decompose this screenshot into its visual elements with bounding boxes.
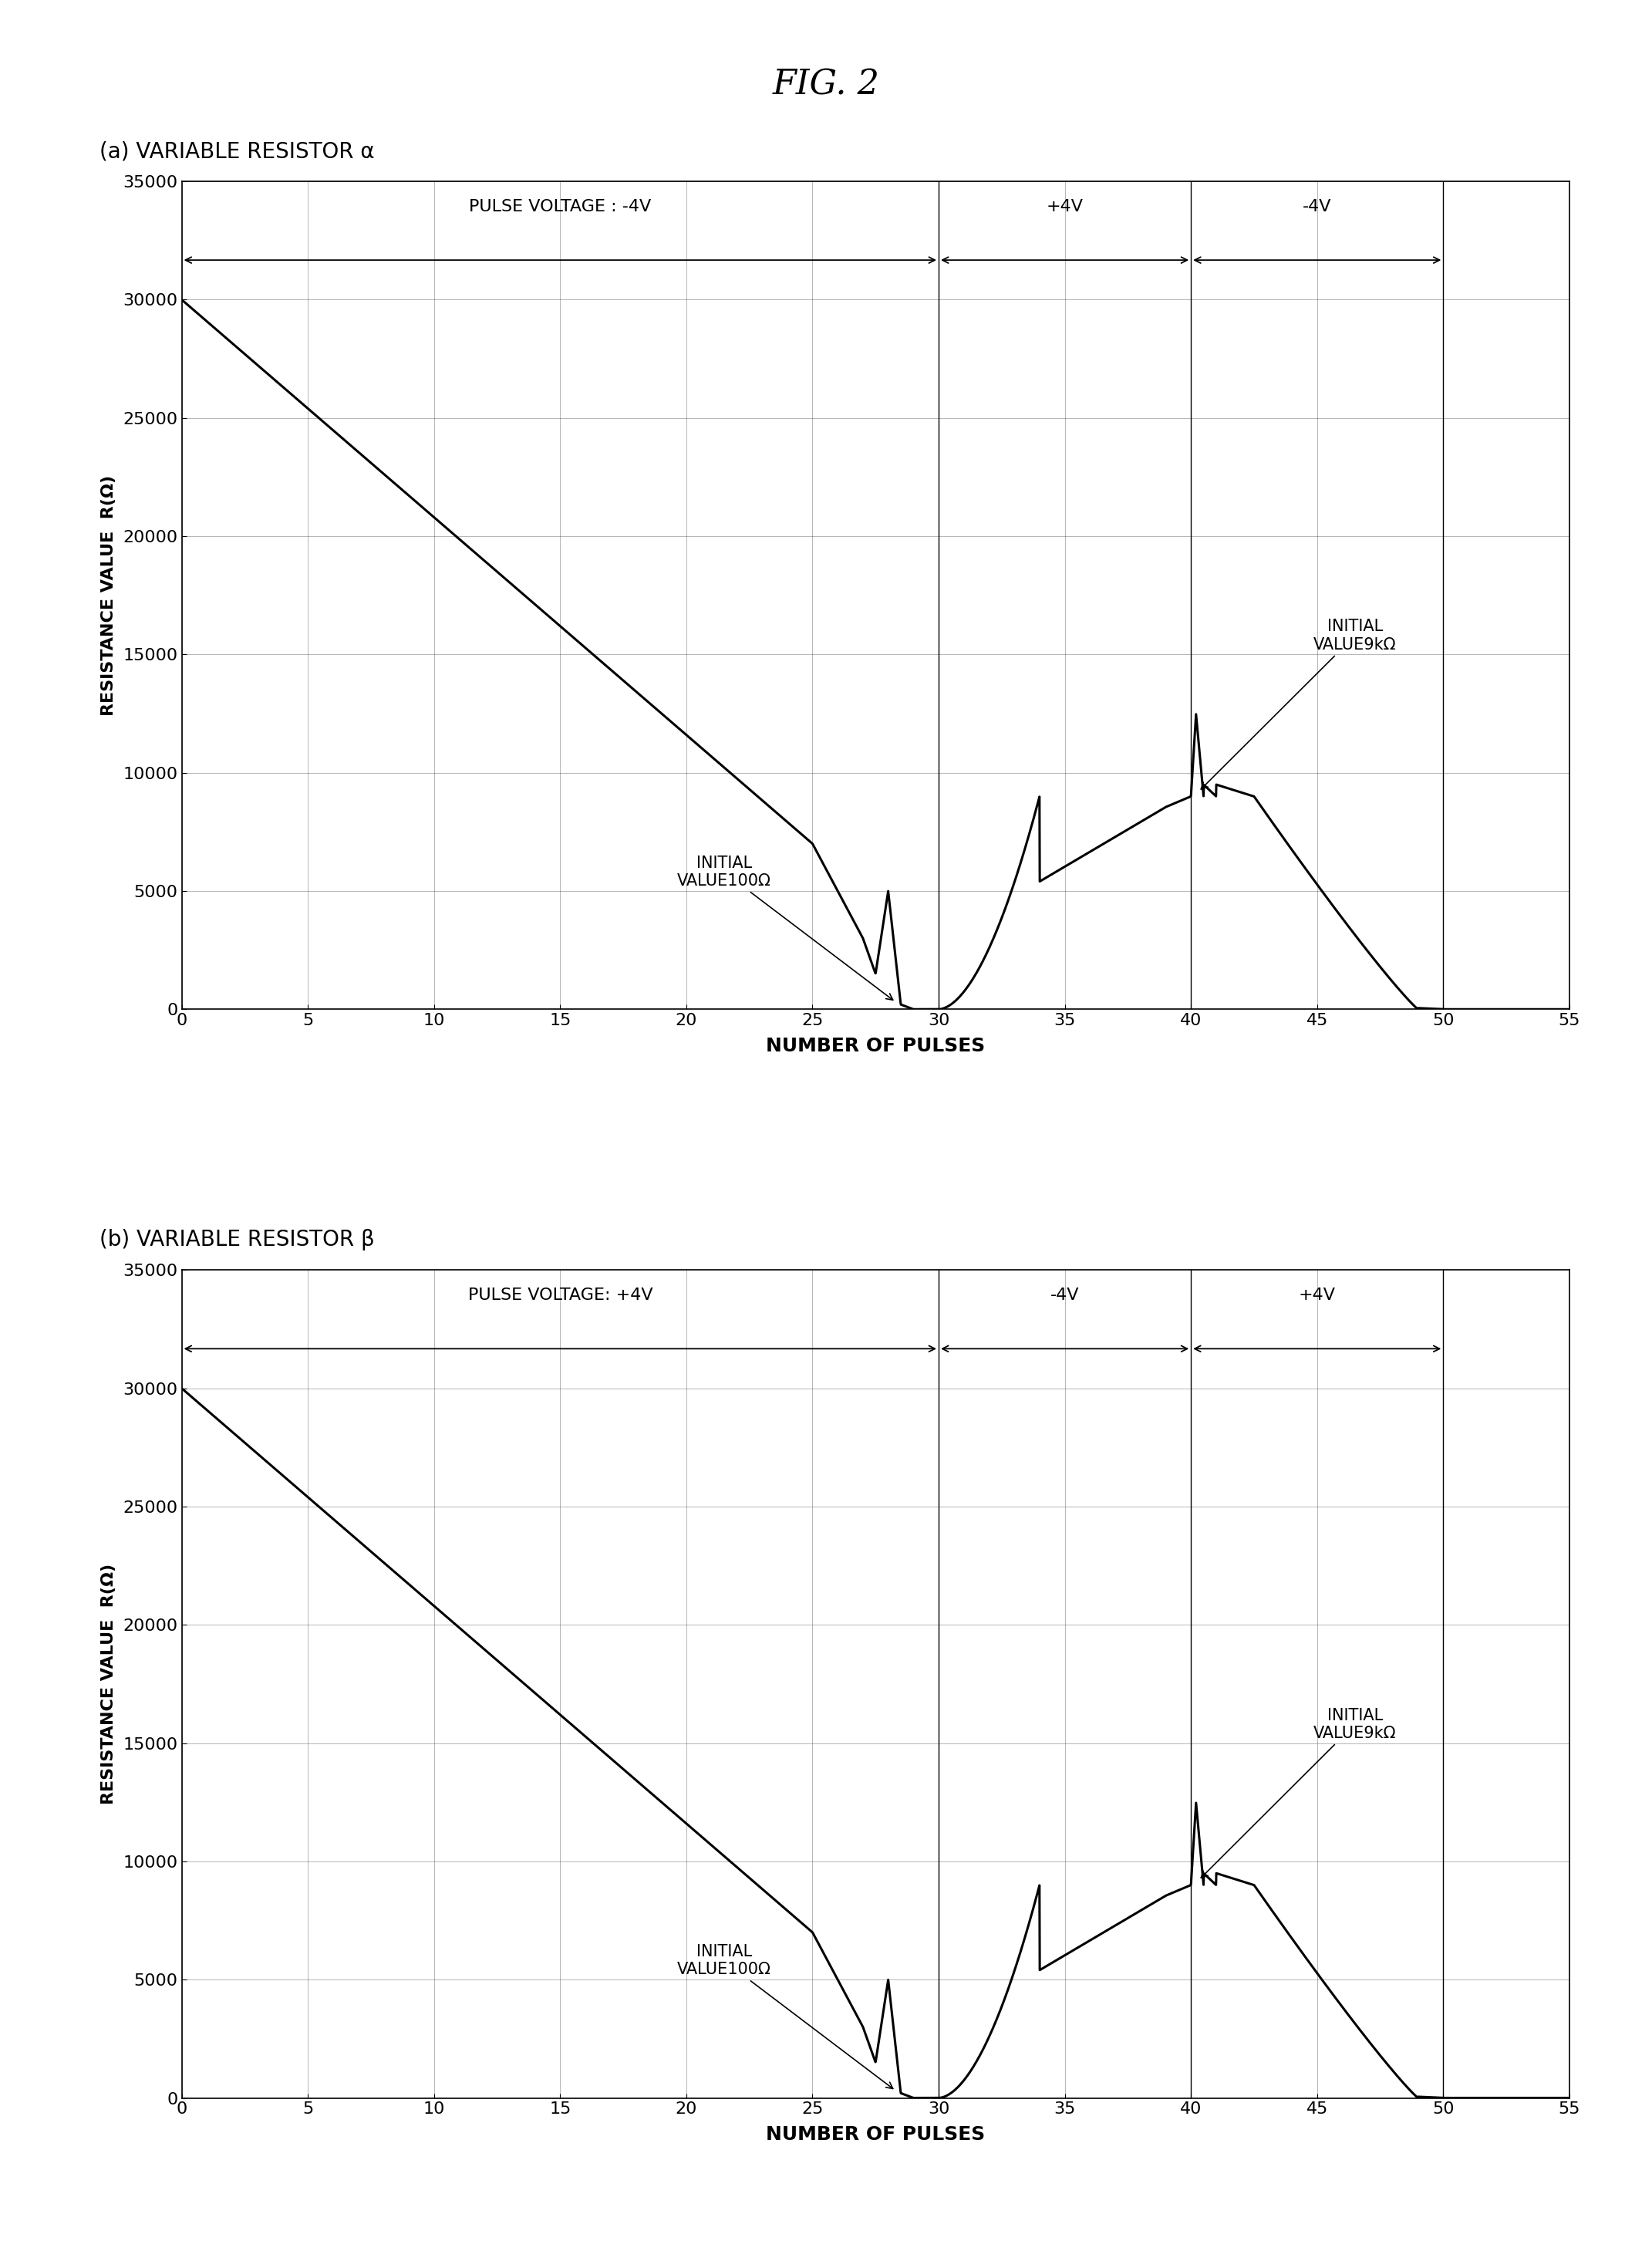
- Text: (a) VARIABLE RESISTOR α: (a) VARIABLE RESISTOR α: [99, 141, 373, 163]
- Text: +4V: +4V: [1046, 200, 1084, 215]
- Text: INITIAL
VALUE100Ω: INITIAL VALUE100Ω: [677, 1944, 892, 2089]
- Text: PULSE VOLTAGE : -4V: PULSE VOLTAGE : -4V: [469, 200, 651, 215]
- Y-axis label: RESISTANCE VALUE  R(Ω): RESISTANCE VALUE R(Ω): [101, 474, 117, 717]
- Text: INITIAL
VALUE9kΩ: INITIAL VALUE9kΩ: [1201, 1708, 1396, 1878]
- X-axis label: NUMBER OF PULSES: NUMBER OF PULSES: [767, 2125, 985, 2143]
- X-axis label: NUMBER OF PULSES: NUMBER OF PULSES: [767, 1036, 985, 1055]
- Text: FIG. 2: FIG. 2: [773, 68, 879, 102]
- Text: -4V: -4V: [1303, 200, 1332, 215]
- Text: INITIAL
VALUE100Ω: INITIAL VALUE100Ω: [677, 855, 892, 1000]
- Y-axis label: RESISTANCE VALUE  R(Ω): RESISTANCE VALUE R(Ω): [101, 1563, 117, 1805]
- Text: PULSE VOLTAGE: +4V: PULSE VOLTAGE: +4V: [468, 1288, 653, 1304]
- Text: -4V: -4V: [1051, 1288, 1079, 1304]
- Text: +4V: +4V: [1298, 1288, 1335, 1304]
- Text: (b) VARIABLE RESISTOR β: (b) VARIABLE RESISTOR β: [99, 1229, 375, 1252]
- Text: INITIAL
VALUE9kΩ: INITIAL VALUE9kΩ: [1201, 619, 1396, 789]
